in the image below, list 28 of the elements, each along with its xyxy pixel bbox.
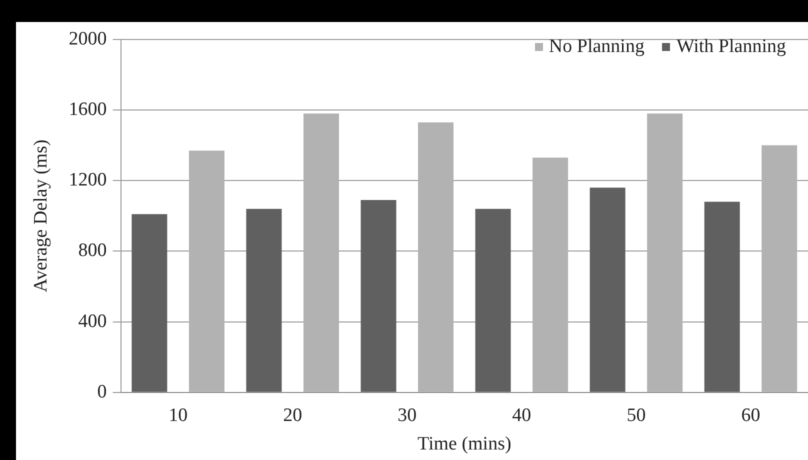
y-tick-label: 400 — [78, 310, 107, 332]
legend-label: With Planning — [676, 36, 786, 58]
bar — [647, 114, 683, 392]
bar — [532, 158, 568, 392]
x-tick-label: 50 — [626, 404, 646, 426]
bar — [590, 188, 626, 392]
x-axis-title: Time (mins) — [418, 434, 512, 455]
x-tick-label: 30 — [398, 404, 417, 426]
bar — [418, 122, 454, 392]
bar — [475, 208, 511, 392]
y-tick-label: 2000 — [68, 28, 107, 50]
y-tick-label: 0 — [97, 381, 107, 402]
legend-label: No Planning — [548, 36, 644, 58]
bar — [303, 114, 339, 392]
y-tick-label: 1200 — [68, 170, 107, 191]
y-tick-label: 800 — [78, 240, 107, 262]
bar — [132, 214, 168, 392]
y-tick-label: 1600 — [68, 98, 107, 120]
x-tick-label: 40 — [512, 404, 532, 426]
bar — [188, 150, 224, 392]
bar — [762, 145, 798, 392]
bar — [360, 200, 396, 392]
x-tick-label: 60 — [741, 404, 760, 426]
bar — [704, 202, 740, 392]
x-tick-label: 20 — [283, 404, 302, 426]
x-tick-label: 10 — [168, 404, 188, 426]
y-axis-title: Average Delay (ms) — [30, 140, 52, 292]
bar — [246, 208, 282, 392]
